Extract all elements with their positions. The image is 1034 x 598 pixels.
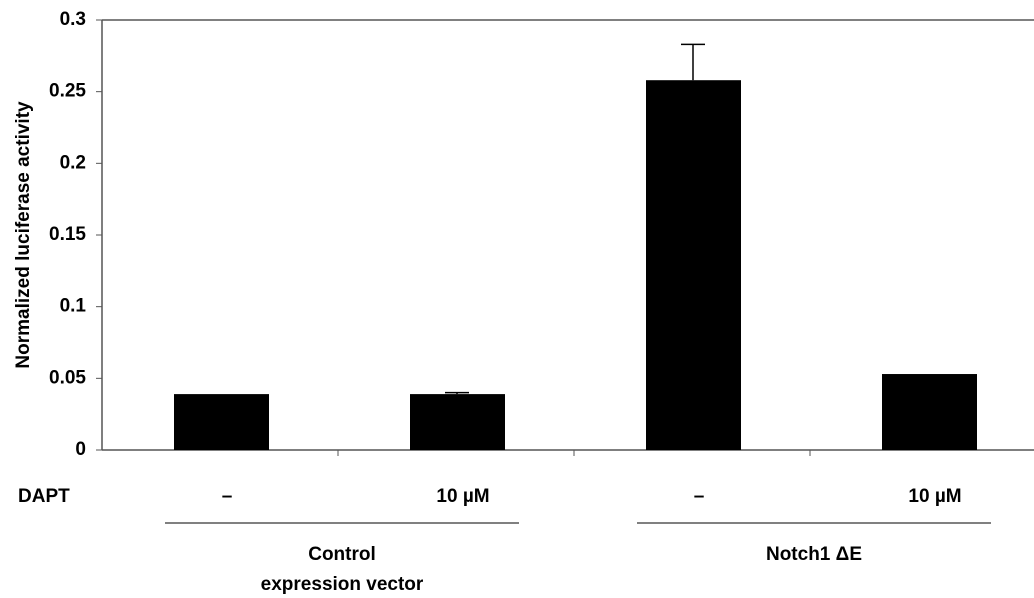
bar <box>646 80 741 450</box>
x-tick-label: 10 µM <box>436 486 489 507</box>
row-label: DAPT <box>18 486 70 507</box>
group-label: expression vector <box>261 574 424 595</box>
y-tick-label: 0.3 <box>60 9 86 30</box>
bar <box>410 394 505 450</box>
group-label: Control <box>308 544 376 565</box>
y-tick-label: 0.25 <box>49 81 86 102</box>
y-tick-label: 0.2 <box>60 152 86 173</box>
y-tick-label: 0.1 <box>60 296 87 317</box>
x-tick-label: 10 µM <box>908 486 961 507</box>
group-label: Notch1 ΔE <box>766 544 862 565</box>
y-axis-label: Normalized luciferase activity <box>13 101 34 369</box>
x-tick-label: – <box>694 486 705 507</box>
y-tick-label: 0 <box>75 439 86 460</box>
bar <box>174 394 269 450</box>
x-tick-label: – <box>222 486 233 507</box>
y-tick-label: 0.15 <box>49 224 86 245</box>
y-tick-label: 0.05 <box>49 367 86 388</box>
bar <box>882 374 977 450</box>
